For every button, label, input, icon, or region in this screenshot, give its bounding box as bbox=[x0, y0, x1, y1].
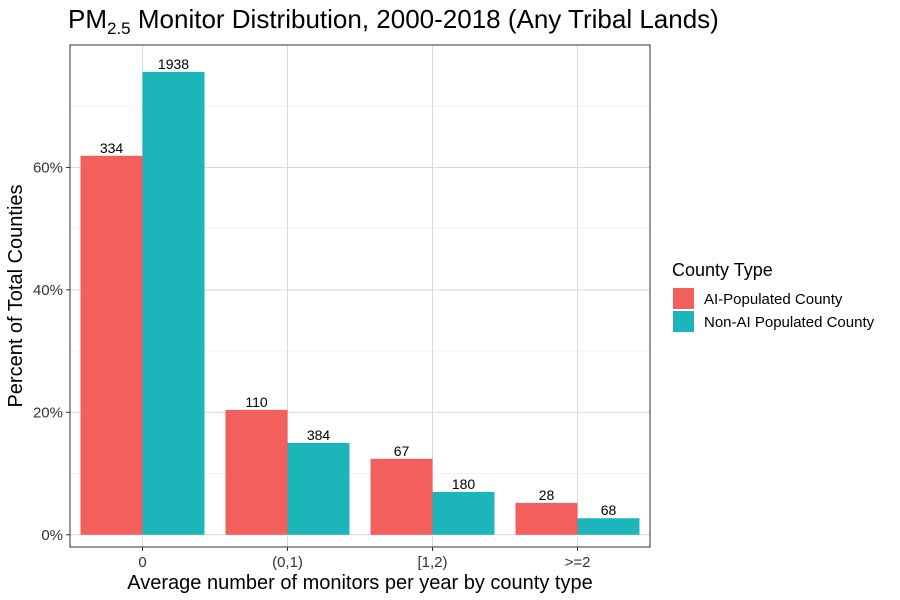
x-axis: 0 (0,1) [1,2) >=2 bbox=[138, 547, 590, 571]
bar bbox=[225, 409, 288, 535]
data-label: 1938 bbox=[158, 56, 189, 72]
bar bbox=[370, 458, 433, 535]
x-tick-label: 0 bbox=[138, 554, 146, 571]
data-label: 28 bbox=[539, 487, 555, 503]
chart-title: PM2.5 Monitor Distribution, 2000-2018 (A… bbox=[68, 4, 719, 38]
data-label: 180 bbox=[452, 476, 476, 492]
legend-swatch bbox=[673, 288, 694, 309]
title-main: PM bbox=[68, 4, 107, 34]
data-label: 384 bbox=[307, 427, 331, 443]
x-tick-label: (0,1) bbox=[272, 554, 303, 571]
y-tick-label: 60% bbox=[33, 159, 63, 176]
title-subscript: 2.5 bbox=[107, 19, 131, 38]
legend: County Type AI-Populated County Non-AI Po… bbox=[672, 260, 875, 332]
title-rest: Monitor Distribution, 2000-2018 (Any Tri… bbox=[131, 4, 719, 34]
bar bbox=[432, 491, 495, 535]
legend-label: Non-AI Populated County bbox=[704, 314, 875, 331]
x-axis-title: Average number of monitors per year by c… bbox=[127, 572, 592, 594]
y-tick-label: 0% bbox=[41, 527, 63, 544]
data-labels: 334 110 67 28 1938 384 180 68 bbox=[100, 56, 617, 518]
bar bbox=[287, 442, 350, 535]
legend-swatch bbox=[673, 311, 694, 332]
data-label: 110 bbox=[245, 394, 268, 410]
x-tick-label: >=2 bbox=[565, 554, 591, 571]
bar bbox=[142, 71, 205, 535]
y-tick-label: 20% bbox=[33, 404, 63, 421]
y-axis-title: Percent of Total Counties bbox=[5, 184, 27, 407]
bars bbox=[80, 71, 640, 535]
data-label: 67 bbox=[394, 443, 410, 459]
legend-title: County Type bbox=[672, 260, 773, 280]
y-tick-label: 40% bbox=[33, 282, 63, 299]
x-tick-label: [1,2) bbox=[417, 554, 447, 571]
data-label: 68 bbox=[601, 502, 617, 518]
plot-panel bbox=[69, 44, 651, 548]
legend-label: AI-Populated County bbox=[704, 291, 843, 308]
y-axis: 0% 20% 40% 60% bbox=[33, 159, 70, 544]
bar bbox=[515, 502, 578, 535]
data-label: 334 bbox=[100, 140, 124, 156]
bar bbox=[577, 518, 640, 535]
bar bbox=[80, 155, 143, 535]
